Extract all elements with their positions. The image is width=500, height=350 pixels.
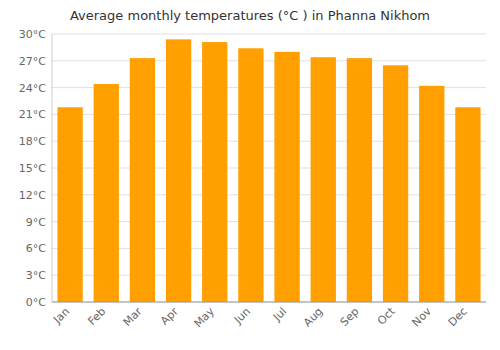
x-tick-label: Sep (338, 305, 362, 329)
chart: Average monthly temperatures (°C ) in Ph… (0, 0, 500, 350)
title: Average monthly temperatures (°C ) in Ph… (70, 8, 430, 23)
bar (419, 86, 444, 302)
y-axis-line (52, 34, 53, 302)
y-tick-label: 15°C (19, 162, 46, 175)
bars (57, 39, 480, 302)
y-tick-label: 3°C (26, 269, 46, 282)
bar (455, 107, 480, 302)
y-tick-label: 21°C (19, 108, 46, 121)
y-tick-label: 0°C (26, 296, 46, 309)
bar (383, 65, 408, 302)
y-tick-label: 9°C (26, 216, 46, 229)
y-tick-label: 12°C (19, 189, 46, 202)
x-tick-label: Nov (409, 305, 434, 330)
x-tick-label: Feb (85, 305, 108, 328)
x-axis-line (52, 302, 486, 303)
grid-line (52, 34, 486, 35)
x-tick-label: Jun (231, 305, 253, 327)
x-tick-label: Aug (301, 305, 325, 329)
bar (57, 107, 82, 302)
bar (311, 57, 336, 302)
y-tick-label: 24°C (19, 82, 46, 95)
grid-line (52, 302, 486, 303)
bar (238, 48, 263, 302)
x-axis: Jan Feb Mar Apr May Jun Jul Aug Sep Oct Nov Dec (50, 304, 470, 330)
bar (347, 58, 372, 302)
bar (166, 39, 191, 302)
grid-line (52, 60, 486, 61)
bar (130, 58, 155, 302)
bar (202, 42, 227, 302)
y-tick-label: 6°C (26, 242, 46, 255)
y-axis: 0°C 3°C 6°C 9°C 12°C 15°C 18°C 21°C 24°C 27°C 30°C (19, 28, 486, 309)
y-tick-label: 30°C (19, 28, 46, 41)
bar (94, 84, 119, 302)
x-tick-label: Jul (270, 305, 289, 324)
x-tick-label: Jan (50, 305, 72, 327)
bar (274, 52, 299, 302)
x-tick-label: Oct (375, 304, 398, 327)
x-tick-label: Mar (121, 305, 145, 329)
y-tick-label: 27°C (19, 55, 46, 68)
x-tick-label: Dec (446, 305, 470, 329)
x-tick-label: Apr (158, 305, 181, 328)
y-tick-label: 18°C (19, 135, 46, 148)
x-tick-label: May (192, 305, 218, 331)
